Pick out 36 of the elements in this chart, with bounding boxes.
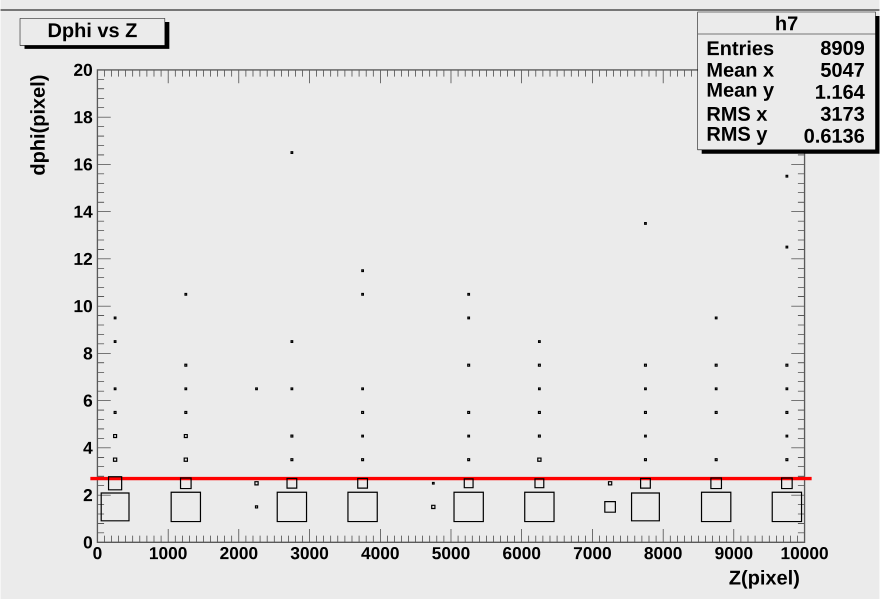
x-tick-label: 7000 <box>574 546 611 560</box>
x-tick-label: 6000 <box>503 546 540 560</box>
x-tick-label: 8000 <box>644 546 682 560</box>
x-tick-label: 0 <box>93 546 102 560</box>
x-tick-label: 3000 <box>290 546 328 560</box>
annotation: Mean x <box>708 62 774 77</box>
text: 3173 <box>820 106 864 121</box>
y-tick-label: 18 <box>74 110 92 124</box>
text: 1.164 <box>816 84 865 99</box>
x-tick-label: 10000 <box>782 546 828 560</box>
text: 5047 <box>820 62 864 77</box>
text: 8909 <box>820 40 864 55</box>
x-tick-label: 1000 <box>150 546 187 560</box>
y-tick-label: 4 <box>83 442 93 454</box>
text: h7 <box>776 16 798 30</box>
y-tick-label: 8 <box>84 347 92 360</box>
text: Entries <box>708 40 774 56</box>
y-axis-title: dphi(pixel) <box>30 75 49 175</box>
chart-title: Dphi vs Z <box>48 22 137 42</box>
annotation: Mean y <box>708 82 774 101</box>
x-tick-label: 5000 <box>432 546 470 560</box>
x-tick-label: 9000 <box>715 546 752 560</box>
x-tick-label: 4000 <box>361 546 399 560</box>
y-tick-label: 14 <box>74 206 93 218</box>
annotation: 0.6136 <box>804 128 864 143</box>
y-tick-label: 2 <box>84 488 92 502</box>
x-tick-label: 2000 <box>220 546 258 560</box>
y-tick-label: 12 <box>74 252 92 265</box>
y-tick-label: 16 <box>74 158 92 170</box>
x-axis-title: Z(pixel) <box>729 570 799 588</box>
y-tick-label: 20 <box>74 64 92 76</box>
y-tick-label: 6 <box>84 394 92 407</box>
annotation: RMS x <box>708 106 768 121</box>
y-tick-label: 10 <box>74 300 92 312</box>
annotation: RMS y <box>708 126 768 145</box>
y-tick-label: 0 <box>84 536 92 548</box>
